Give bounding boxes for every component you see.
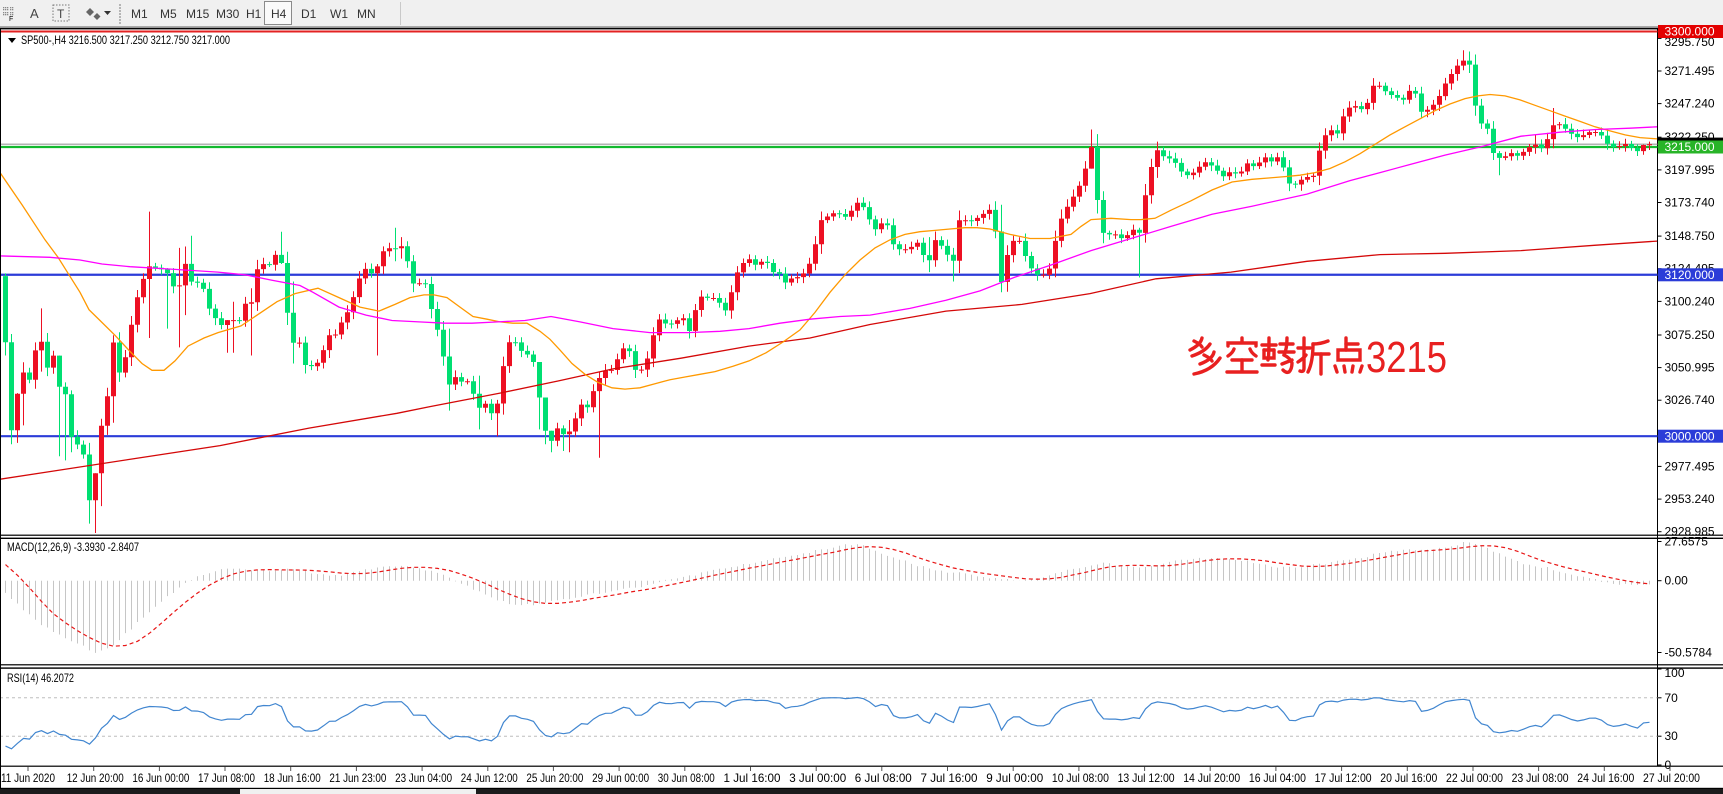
svg-text:30 Jun 08:00: 30 Jun 08:00: [658, 771, 715, 785]
svg-text:25 Jun 20:00: 25 Jun 20:00: [526, 771, 583, 785]
svg-text:29 Jun 00:00: 29 Jun 00:00: [592, 771, 649, 785]
svg-text:3000.000: 3000.000: [1665, 429, 1715, 443]
svg-text:20 Jul 16:00: 20 Jul 16:00: [1380, 771, 1437, 785]
svg-text:3075.250: 3075.250: [1665, 328, 1715, 342]
svg-text:3300.000: 3300.000: [1665, 25, 1715, 39]
svg-text:18 Jun 16:00: 18 Jun 16:00: [264, 771, 321, 785]
svg-text:24 Jun 12:00: 24 Jun 12:00: [461, 771, 518, 785]
svg-text:2977.495: 2977.495: [1665, 459, 1715, 473]
svg-text:-50.5784: -50.5784: [1665, 646, 1713, 660]
svg-text:100: 100: [1665, 666, 1685, 680]
svg-text:14 Jul 20:00: 14 Jul 20:00: [1183, 771, 1240, 785]
svg-text:6 Jul 08:00: 6 Jul 08:00: [855, 771, 912, 785]
svg-text:16 Jul 04:00: 16 Jul 04:00: [1249, 771, 1306, 785]
svg-text:2928.985: 2928.985: [1665, 525, 1715, 539]
svg-text:M5: M5: [160, 7, 177, 21]
svg-text:H1: H1: [246, 7, 262, 21]
svg-text:3173.740: 3173.740: [1665, 196, 1715, 210]
svg-text:10 Jul 08:00: 10 Jul 08:00: [1052, 771, 1109, 785]
svg-text:MN: MN: [357, 7, 376, 21]
svg-text:H4: H4: [271, 7, 287, 21]
svg-text:2953.240: 2953.240: [1665, 492, 1715, 506]
svg-text:9 Jul 00:00: 9 Jul 00:00: [986, 771, 1043, 785]
svg-text:0: 0: [1665, 758, 1672, 772]
svg-text:0.00: 0.00: [1665, 574, 1689, 588]
svg-text:MACD(12,26,9) -3.3930 -2.8407: MACD(12,26,9) -3.3930 -2.8407: [7, 540, 139, 554]
svg-text:17 Jun 08:00: 17 Jun 08:00: [198, 771, 255, 785]
svg-text:7 Jul 16:00: 7 Jul 16:00: [921, 771, 978, 785]
svg-text:22 Jul 00:00: 22 Jul 00:00: [1446, 771, 1503, 785]
svg-text:70: 70: [1665, 691, 1679, 705]
svg-text:3295.750: 3295.750: [1665, 35, 1715, 49]
svg-text:3247.240: 3247.240: [1665, 97, 1715, 111]
svg-text:3197.995: 3197.995: [1665, 163, 1715, 177]
svg-text:21 Jun 23:00: 21 Jun 23:00: [329, 771, 386, 785]
svg-text:M15: M15: [186, 7, 210, 21]
svg-text:27.6575: 27.6575: [1665, 535, 1709, 549]
svg-text:13 Jul 12:00: 13 Jul 12:00: [1118, 771, 1175, 785]
svg-text:RSI(14) 46.2072: RSI(14) 46.2072: [7, 671, 74, 685]
svg-text:16 Jun 00:00: 16 Jun 00:00: [132, 771, 189, 785]
svg-text:SP500-,H4 3216.500 3217.250 3: SP500-,H4 3216.500 3217.250 3212.750 321…: [21, 33, 230, 47]
svg-text:17 Jul 12:00: 17 Jul 12:00: [1315, 771, 1372, 785]
svg-text:3 Jul 00:00: 3 Jul 00:00: [789, 771, 846, 785]
svg-text:T: T: [57, 7, 65, 21]
svg-text:F: F: [9, 16, 13, 23]
svg-text:3026.740: 3026.740: [1665, 393, 1715, 407]
svg-text:24 Jul 16:00: 24 Jul 16:00: [1577, 771, 1634, 785]
svg-text:M30: M30: [216, 7, 240, 21]
svg-text:A: A: [30, 6, 39, 21]
svg-text:3050.995: 3050.995: [1665, 361, 1715, 375]
svg-text:3100.240: 3100.240: [1665, 294, 1715, 308]
svg-text:W1: W1: [330, 7, 348, 21]
svg-text:3215: 3215: [1366, 333, 1447, 382]
svg-text:23 Jun 04:00: 23 Jun 04:00: [395, 771, 452, 785]
svg-text:3120.000: 3120.000: [1665, 268, 1715, 282]
svg-text:27 Jul 20:00: 27 Jul 20:00: [1643, 771, 1700, 785]
svg-text:23 Jul 08:00: 23 Jul 08:00: [1512, 771, 1569, 785]
svg-text:M1: M1: [131, 7, 148, 21]
svg-text:D1: D1: [301, 7, 317, 21]
svg-text:1 Jul 16:00: 1 Jul 16:00: [724, 771, 781, 785]
svg-text:11 Jun 2020: 11 Jun 2020: [1, 771, 55, 785]
svg-text:30: 30: [1665, 729, 1679, 743]
svg-text:3271.495: 3271.495: [1665, 64, 1715, 78]
svg-text:12 Jun 20:00: 12 Jun 20:00: [67, 771, 124, 785]
svg-text:3215.000: 3215.000: [1665, 140, 1715, 154]
svg-text:3148.750: 3148.750: [1665, 229, 1715, 243]
